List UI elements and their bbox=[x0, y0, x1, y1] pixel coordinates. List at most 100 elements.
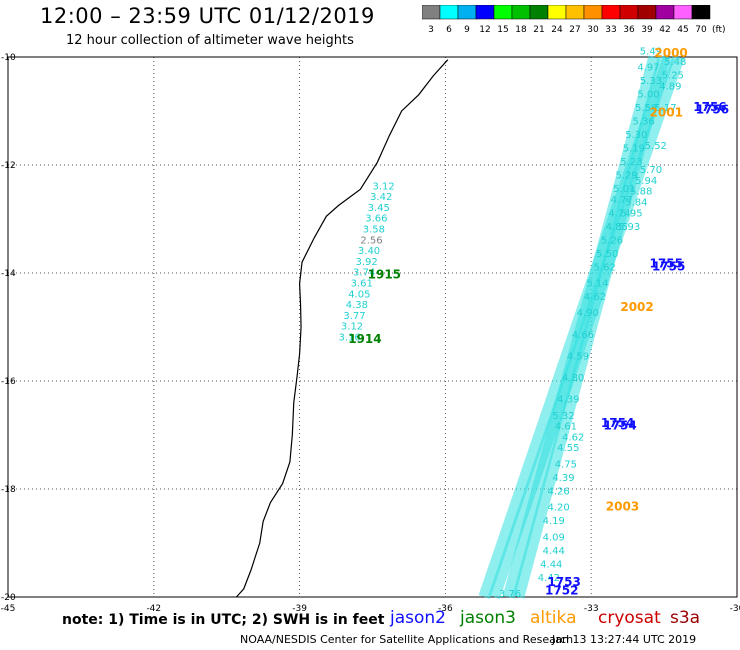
wave-height-label: 3.76 bbox=[499, 589, 521, 600]
colorbar-swatch bbox=[691, 5, 711, 20]
wave-height-label: 5.23 bbox=[620, 157, 642, 168]
colorbar-label: 9 bbox=[464, 25, 470, 35]
wave-height-label: 3.42 bbox=[370, 192, 392, 203]
legend-jason3: jason3 bbox=[460, 608, 516, 628]
colorbar-label: 33 bbox=[605, 25, 616, 35]
wave-height-label: 5.01 bbox=[613, 184, 635, 195]
colorbar-label: 27 bbox=[569, 25, 580, 35]
colorbar-label: 42 bbox=[659, 25, 670, 35]
wave-height-label: 5.17 bbox=[654, 103, 676, 114]
pass-time-label: 2001 bbox=[650, 105, 683, 119]
pass-time-label: 1755 bbox=[652, 259, 685, 273]
pass-time-label: 1752 bbox=[545, 583, 578, 597]
x-tick-label: -30 bbox=[730, 604, 740, 614]
colorbar-label: 30 bbox=[587, 25, 599, 35]
wave-height-label: 5.29 bbox=[616, 171, 638, 182]
wave-height-label: 5.62 bbox=[594, 262, 616, 273]
legend-jason2: jason2 bbox=[390, 608, 446, 628]
chart-title: 12:00 – 23:59 UTC 01/12/2019 bbox=[40, 4, 375, 28]
wave-height-label: 5.50 bbox=[596, 249, 618, 260]
wave-height-label: 3.74 bbox=[353, 268, 375, 279]
wave-height-label: 4.44 bbox=[540, 559, 562, 570]
x-tick-label: -45 bbox=[1, 604, 16, 614]
wave-height-label: 3.66 bbox=[365, 214, 387, 225]
wave-height-label: 5.52 bbox=[645, 141, 667, 152]
colorbar-label: 18 bbox=[515, 25, 527, 35]
wave-height-label: 4.97 bbox=[637, 63, 659, 74]
wave-height-label: 4.66 bbox=[572, 330, 594, 341]
wave-height-label: 4.80 bbox=[562, 373, 584, 384]
pass-time-label: 2000 bbox=[654, 46, 687, 60]
wave-height-label: 4.77 bbox=[611, 195, 633, 206]
footnote: note: 1) Time is in UTC; 2) SWH is in fe… bbox=[62, 612, 385, 628]
colorbar-label: 24 bbox=[551, 25, 563, 35]
wave-height-label: 4.44 bbox=[543, 546, 565, 557]
wave-height-label: 4.26 bbox=[547, 486, 569, 497]
wave-height-label: 3.40 bbox=[358, 246, 380, 257]
wave-height-label: 4.89 bbox=[659, 81, 681, 92]
wave-height-label: 4.55 bbox=[557, 443, 579, 454]
pass-time-label: 1753 bbox=[547, 575, 580, 589]
coastline bbox=[235, 59, 449, 598]
wave-height-label: 4.19 bbox=[543, 516, 565, 527]
color-scale-legend: 3 6 9 12 15 18 21 24 27 30 33 36 39 42 45 70 (ft) bbox=[422, 5, 726, 35]
colorbar-label: 70 bbox=[695, 25, 707, 35]
plot-frame bbox=[7, 56, 738, 598]
wave-height-label: 5.25 bbox=[662, 71, 684, 82]
colorbar-label: 36 bbox=[623, 25, 635, 35]
wave-height-label: 3.12 bbox=[373, 181, 395, 192]
wave-height-label: 4.42 bbox=[538, 573, 560, 584]
wave-height-label: 4.09 bbox=[543, 532, 565, 543]
legend-cryosat: cryosat bbox=[598, 608, 661, 628]
legend-s3a: s3a bbox=[670, 608, 701, 628]
colorbar-label: 3 bbox=[428, 25, 434, 35]
satellite-swath bbox=[512, 55, 670, 599]
colorbar-label: 12 bbox=[479, 25, 490, 35]
wave-height-label: 5.95 bbox=[620, 208, 642, 219]
pass-time-label: 1754 bbox=[601, 416, 634, 430]
pass-time-label: 1915 bbox=[368, 267, 401, 281]
wave-height-label: 5.88 bbox=[630, 187, 652, 198]
wave-height-label: 5.14 bbox=[586, 279, 608, 290]
wave-height-label: 5.32 bbox=[552, 411, 574, 422]
pass-time-label: 1756 bbox=[696, 103, 729, 117]
colorbar-label: 6 bbox=[446, 25, 452, 35]
wave-height-label: 5.56 bbox=[635, 103, 657, 114]
wave-height-label: 4.62 bbox=[562, 432, 584, 443]
wave-height-label: 4.39 bbox=[557, 395, 579, 406]
wave-height-label: 5.70 bbox=[640, 165, 662, 176]
wave-height-label: 5.93 bbox=[618, 222, 640, 233]
wave-height-label: 4.59 bbox=[567, 351, 589, 362]
chart-subtitle: 12 hour collection of altimeter wave hei… bbox=[66, 33, 354, 48]
wave-height-label: 4.62 bbox=[584, 292, 606, 303]
wave-height-label: 5.33 bbox=[640, 76, 662, 87]
y-tick-label: -20 bbox=[1, 593, 16, 603]
generated-timestamp: Jan 13 13:27:44 UTC 2019 bbox=[552, 633, 697, 646]
wave-height-label: 5.19 bbox=[623, 144, 645, 155]
satellite-swath bbox=[502, 55, 661, 599]
wave-height-label: 5.26 bbox=[601, 235, 623, 246]
wave-height-label: 5.94 bbox=[635, 176, 657, 187]
wave-height-label: 3.16 bbox=[338, 333, 360, 344]
credit-line: NOAA/NESDIS Center for Satellite Applica… bbox=[240, 633, 574, 646]
wave-height-label: 5.84 bbox=[625, 198, 647, 209]
pass-time-label: 2002 bbox=[620, 300, 653, 314]
wave-height-label: 4.05 bbox=[348, 289, 370, 300]
wave-height-label: 4.75 bbox=[555, 459, 577, 470]
colorbar-label: 21 bbox=[533, 25, 544, 35]
pass-time-label: 1755 bbox=[650, 257, 683, 271]
wave-height-label: 3.45 bbox=[368, 203, 390, 214]
wave-height-label: 2.56 bbox=[360, 235, 382, 246]
wave-height-label: 5.49 bbox=[640, 46, 662, 57]
wave-height-label: 4.85 bbox=[606, 222, 628, 233]
colorbar-label: 15 bbox=[497, 25, 508, 35]
x-tick-label: -39 bbox=[292, 604, 307, 614]
colorbar-label: 45 bbox=[677, 25, 688, 35]
colorbar-label: 39 bbox=[641, 25, 653, 35]
legend-altika: altika bbox=[530, 608, 577, 628]
wave-height-label: 5.00 bbox=[637, 90, 659, 101]
wave-height-label: 4.90 bbox=[577, 308, 599, 319]
wave-height-label: 3.61 bbox=[351, 279, 373, 290]
x-tick-label: -33 bbox=[584, 604, 599, 614]
